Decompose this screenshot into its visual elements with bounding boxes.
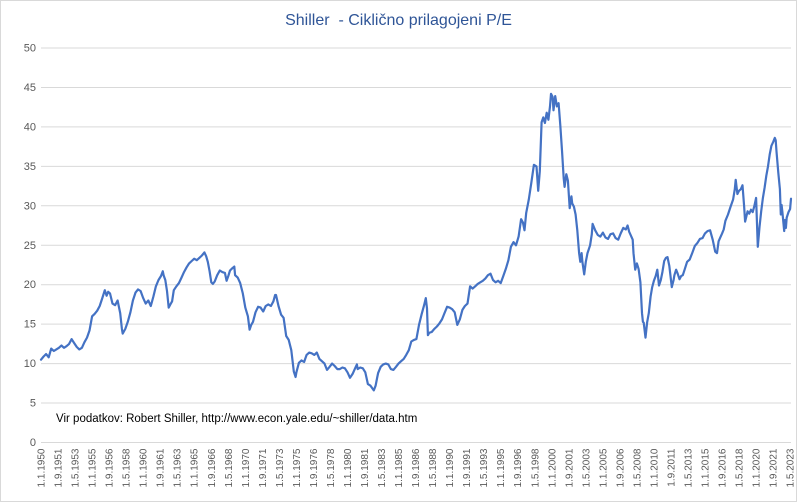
x-tick-label: 1.1.2015 — [701, 448, 712, 487]
x-tick-label: 1.5.1958 — [122, 448, 133, 487]
x-tick-label: 1.5.1988 — [428, 448, 439, 487]
x-tick-label: 1.5.1993 — [479, 448, 490, 487]
x-tick-label: 1.5.2008 — [632, 448, 643, 487]
x-tick-label: 1.1.1995 — [496, 448, 507, 487]
y-tick-label: 0 — [30, 437, 36, 449]
y-tick-label: 40 — [24, 121, 36, 133]
x-tick-label: 1.1.1985 — [394, 448, 405, 487]
y-tick-label: 30 — [24, 200, 36, 212]
y-tick-label: 15 — [24, 319, 36, 331]
y-tick-label: 45 — [24, 82, 36, 94]
y-tick-label: 10 — [24, 358, 36, 370]
x-tick-label: 1.1.1965 — [190, 448, 201, 487]
x-tick-label: 1.1.2010 — [649, 448, 660, 487]
x-tick-label: 1.9.1951 — [54, 448, 65, 487]
x-tick-label: 1.9.1956 — [105, 448, 116, 487]
x-tick-label: 1.1.1990 — [445, 448, 456, 487]
chart-title: Shiller - Ciklično prilagojeni P/E — [285, 12, 512, 29]
x-tick-label: 1.1.1960 — [139, 448, 150, 487]
x-tick-label: 1.9.1991 — [462, 448, 473, 487]
x-tick-label: 1.9.2011 — [666, 448, 677, 487]
source-note: Vir podatkov: Robert Shiller, http://www… — [56, 413, 418, 425]
x-tick-label: 1.5.1968 — [224, 448, 235, 487]
x-tick-label: 1.1.1950 — [37, 448, 48, 487]
x-tick-label: 1.9.1976 — [309, 448, 320, 487]
x-tick-label: 1.5.1953 — [71, 448, 82, 487]
x-tick-label: 1.1.1975 — [292, 448, 303, 487]
x-tick-label: 1.9.1981 — [360, 448, 371, 487]
cape-line — [39, 92, 793, 392]
x-tick-label: 1.9.1961 — [156, 448, 167, 487]
x-tick-label: 1.5.1978 — [326, 448, 337, 487]
x-tick-label: 1.9.2021 — [769, 448, 780, 487]
x-tick-label: 1.9.1971 — [258, 448, 269, 487]
x-tick-label: 1.9.2016 — [718, 448, 729, 487]
y-tick-label: 20 — [24, 279, 36, 291]
x-tick-label: 1.1.1980 — [343, 448, 354, 487]
y-tick-label: 5 — [30, 398, 36, 410]
x-tick-label: 1.9.1996 — [513, 448, 524, 487]
y-tick-label: 25 — [24, 240, 36, 252]
x-tick-label: 1.5.1973 — [275, 448, 286, 487]
x-tick-label: 1.1.2000 — [547, 448, 558, 487]
x-tick-label: 1.5.1983 — [377, 448, 388, 487]
x-tick-label: 1.5.1963 — [173, 448, 184, 487]
y-tick-label: 35 — [24, 161, 36, 173]
y-tick-label: 50 — [24, 43, 36, 55]
x-tick-label: 1.9.2006 — [615, 448, 626, 487]
x-tick-label: 1.1.2005 — [598, 448, 609, 487]
x-tick-label: 1.9.1966 — [207, 448, 218, 487]
x-tick-label: 1.1.1955 — [88, 448, 99, 487]
x-tick-label: 1.5.1998 — [530, 448, 541, 487]
x-tick-label: 1.1.1970 — [241, 448, 252, 487]
x-tick-label: 1.9.1986 — [411, 448, 422, 487]
x-tick-label: 1.1.2020 — [752, 448, 763, 487]
x-tick-label: 1.9.2001 — [564, 448, 575, 487]
x-tick-label: 1.5.2013 — [683, 448, 694, 487]
x-tick-label: 1.5.2018 — [735, 448, 746, 487]
x-tick-label: 1.5.2023 — [786, 448, 797, 487]
x-tick-label: 1.5.2003 — [581, 448, 592, 487]
